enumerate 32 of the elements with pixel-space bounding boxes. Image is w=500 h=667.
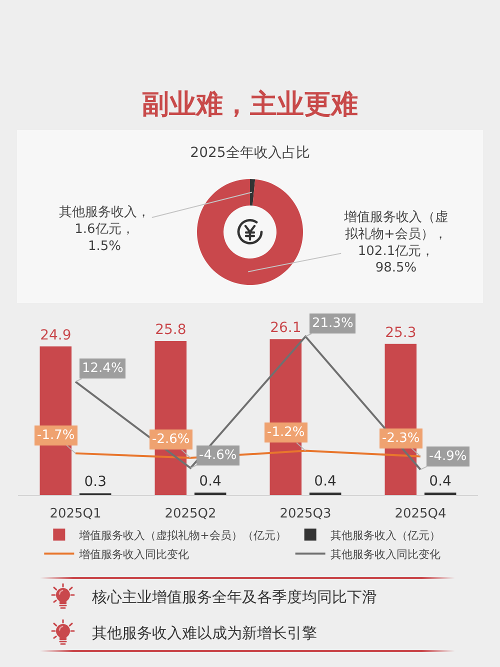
data-label: 0.3 — [84, 474, 106, 490]
x-tick-label: 2025Q2 — [164, 506, 216, 522]
data-label: -1.7% — [37, 428, 75, 443]
donut-slice — [250, 179, 256, 206]
data-label: -2.3% — [382, 431, 420, 446]
data-label: 25.8 — [155, 322, 186, 338]
data-label: 21.3% — [312, 316, 354, 331]
data-label: 26.1 — [270, 320, 302, 336]
x-tick-label: 2025Q4 — [394, 506, 446, 522]
data-label: 25.3 — [385, 324, 416, 341]
x-tick-label: 2025Q3 — [280, 506, 332, 522]
chart-subtitle: 2025全年收入占比 — [190, 144, 310, 161]
legend-label: 其他服务收入（亿元） — [330, 528, 440, 542]
donut-slice — [197, 179, 303, 285]
slice-label: 增值服务收入（虚拟礼物+会员）， 102.1亿元， 98.5% — [343, 210, 448, 276]
data-label: 0.4 — [429, 474, 452, 490]
data-label: -2.6% — [152, 432, 190, 447]
text: 其他服务收入难以成为新增长引擎 — [92, 624, 317, 642]
slice-label: 其他服务收入， 1.6亿元， 1.5% — [59, 205, 150, 254]
legend-label: 增值服务收入同比变化 — [78, 548, 190, 561]
legend-label: 增值服务收入（虚拟礼物+会员）（亿元） — [78, 528, 286, 542]
data-label: 0.4 — [199, 474, 222, 490]
data-label: -1.2% — [267, 425, 305, 440]
x-tick-label: 2025Q1 — [50, 506, 102, 522]
text: 核心主业增值服务全年及各季度均同比下滑 — [92, 588, 377, 606]
data-label: 0.4 — [314, 474, 337, 490]
legend-label: 其他服务收入同比变化 — [330, 548, 440, 561]
data-label: -4.6% — [199, 448, 237, 463]
data-label: -4.9% — [429, 449, 467, 464]
chart-title: 副业难，主业更难 — [141, 88, 359, 122]
data-label: 24.9 — [40, 327, 72, 344]
data-label: 12.4% — [82, 361, 124, 376]
